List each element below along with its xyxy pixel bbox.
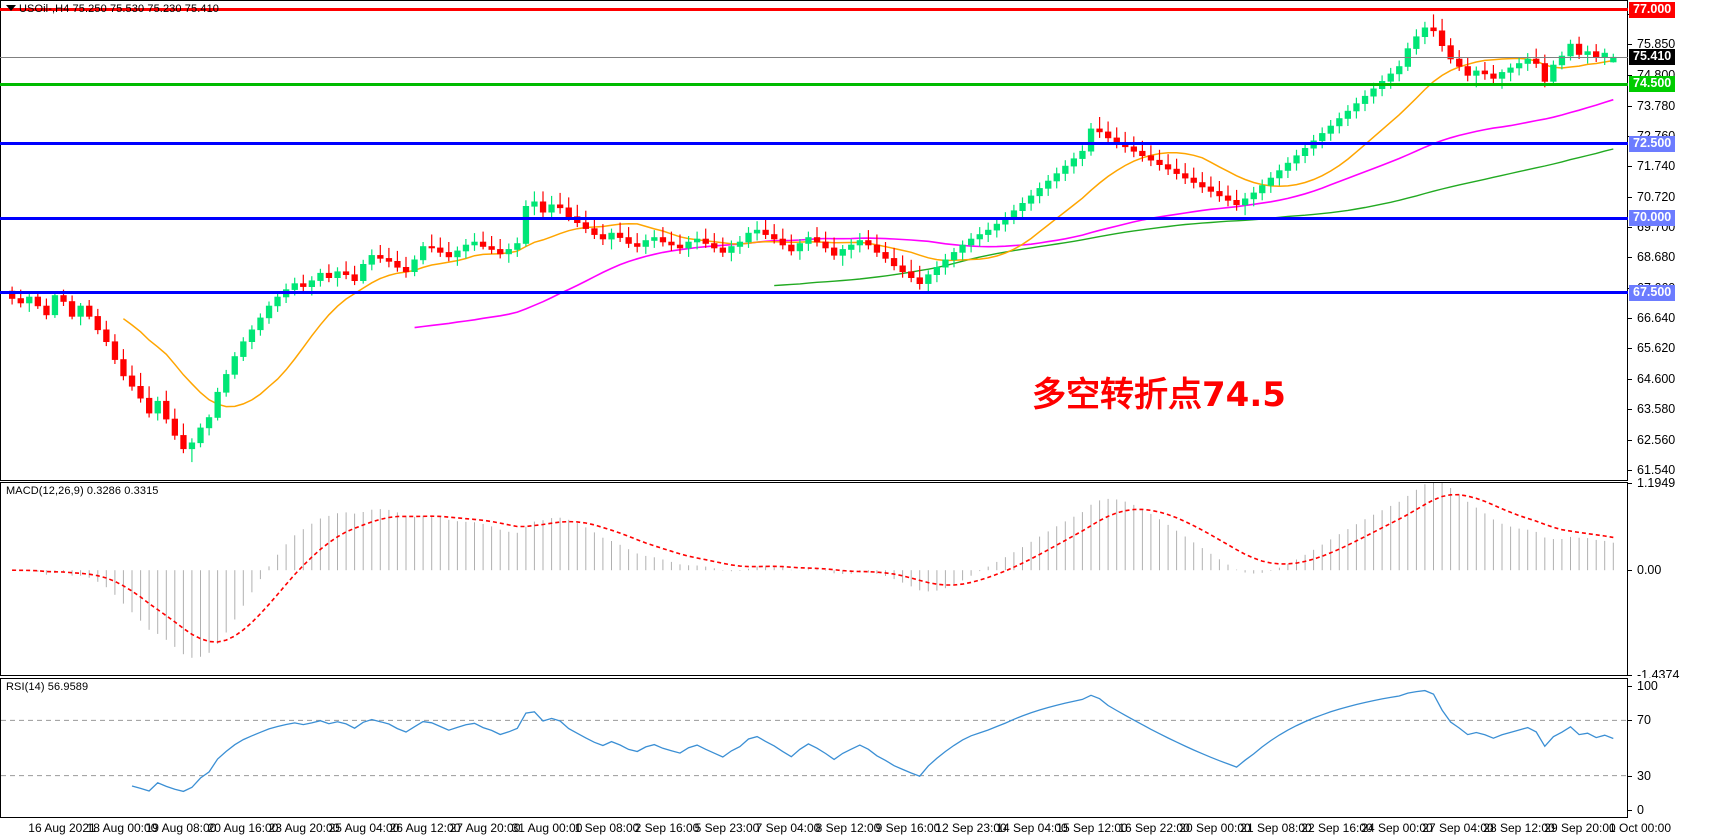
macd-panel[interactable] [0, 482, 1628, 676]
symbol-header: USOil-,H4 75.250 75.530 75.230 75.410 [6, 3, 219, 15]
price-chart-panel[interactable] [0, 0, 1628, 481]
time-tick-label: 8 Sep 12:00 [815, 821, 881, 835]
rsi-tick-label: 30 [1628, 769, 1651, 783]
price-tick-label: 68.680 [1628, 250, 1675, 264]
time-tick-label: 14 Sep 04:00 [996, 821, 1068, 835]
price-axis-scale[interactable]: 76.87075.85074.80073.78072.76071.74070.7… [1628, 0, 1731, 481]
rsi-tick-label: 70 [1628, 713, 1651, 727]
time-tick-label: 7 Sep 04:00 [755, 821, 821, 835]
time-tick-label: 26 Aug 12:00 [389, 821, 461, 835]
time-tick-label: 15 Sep 12:00 [1056, 821, 1128, 835]
triangle-down-icon[interactable] [6, 5, 16, 12]
time-tick-label: 20 Sep 00:00 [1179, 821, 1251, 835]
price-level-tag[interactable]: 74.500 [1629, 76, 1676, 93]
price-level-tag[interactable]: 72.500 [1629, 135, 1676, 152]
time-tick-label: 5 Sep 23:00 [694, 821, 760, 835]
price-tick-label: 61.540 [1628, 463, 1675, 477]
time-tick-label: 16 Aug 2021 [28, 821, 96, 835]
price-level-tag[interactable]: 67.500 [1629, 284, 1676, 301]
price-tick-label: 63.580 [1628, 402, 1675, 416]
price-level-line[interactable] [0, 142, 1628, 146]
time-tick-label: 22 Sep 16:00 [1301, 821, 1373, 835]
rsi-plot [1, 689, 1627, 793]
time-tick-label: 25 Aug 04:00 [328, 821, 400, 835]
rsi-panel[interactable] [0, 678, 1628, 818]
rsi-tick-label: 0 [1628, 803, 1644, 817]
macd-tick-label: 1.1949 [1628, 476, 1675, 490]
time-axis[interactable]: 16 Aug 2021 18 Aug 00:00 19 Aug 08:00 20 Au… [0, 818, 1731, 840]
rsi-label: RSI(14) 56.9589 [6, 681, 89, 693]
time-tick-label: 9 Sep 16:00 [875, 821, 941, 835]
rsi-axis-scale[interactable]: 100 70 30 0 [1628, 678, 1731, 818]
price-tick-label: 66.640 [1628, 311, 1675, 325]
price-tick-label: 62.560 [1628, 433, 1675, 447]
time-tick-label: 29 Sep 20:00 [1544, 821, 1616, 835]
price-level-line[interactable] [0, 8, 1628, 12]
price-level-tag[interactable]: 77.000 [1629, 1, 1676, 18]
time-tick-label: 27 Sep 04:00 [1422, 821, 1494, 835]
price-level-line[interactable] [0, 291, 1628, 295]
time-tick-label: 24 Sep 00:00 [1361, 821, 1433, 835]
price-tick-label: 65.620 [1628, 341, 1675, 355]
time-tick-label: 1 Oct 00:00 [1608, 821, 1672, 835]
price-tick-label: 73.780 [1628, 99, 1675, 113]
price-plot [9, 14, 1617, 463]
price-tick-label: 75.850 [1628, 37, 1675, 51]
time-tick-label: 31 Aug 00:00 [511, 821, 583, 835]
time-tick-label: 28 Sep 12:00 [1483, 821, 1555, 835]
time-tick-label: 2 Sep 16:00 [634, 821, 700, 835]
price-tick-label: 64.600 [1628, 372, 1675, 386]
time-tick-label: 16 Sep 22:00 [1118, 821, 1190, 835]
macd-plot [12, 483, 1614, 658]
price-tick-label: 70.720 [1628, 190, 1675, 204]
macd-tick-label: 0.00 [1628, 563, 1661, 577]
time-tick-label: 1 Sep 08:00 [574, 821, 640, 835]
time-tick-label: 21 Sep 08:00 [1240, 821, 1312, 835]
price-tick-label: 71.740 [1628, 159, 1675, 173]
time-tick-label: 20 Aug 16:00 [207, 821, 279, 835]
macd-axis-scale[interactable]: 1.1949 0.00 -1.4374 [1628, 476, 1731, 682]
macd-label: MACD(12,26,9) 0.3286 0.3315 [6, 485, 159, 497]
price-level-tag[interactable]: 75.410 [1629, 49, 1676, 66]
time-tick-label: 19 Aug 08:00 [145, 821, 217, 835]
price-level-tag[interactable]: 70.000 [1629, 210, 1676, 227]
time-tick-label: 12 Sep 23:00 [935, 821, 1007, 835]
time-tick-label: 27 Aug 20:00 [449, 821, 521, 835]
time-tick-label: 23 Aug 20:00 [268, 821, 340, 835]
price-level-line[interactable] [0, 216, 1628, 220]
symbol-header-text: USOil-,H4 75.250 75.530 75.230 75.410 [19, 3, 220, 15]
price-level-line[interactable] [0, 57, 1628, 59]
price-level-line[interactable] [0, 82, 1628, 86]
rsi-tick-label: 100 [1628, 679, 1658, 693]
time-tick-label: 18 Aug 00:00 [86, 821, 158, 835]
annotation-text: 多空转折点74.5 [1032, 375, 1286, 415]
